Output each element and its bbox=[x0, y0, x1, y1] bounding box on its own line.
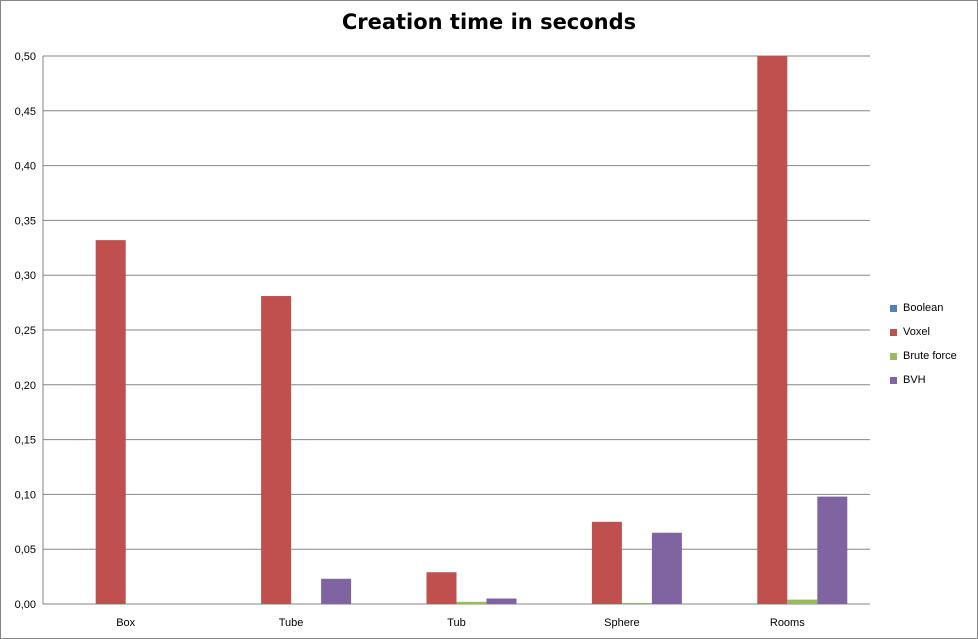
legend-label: Boolean bbox=[903, 302, 944, 314]
x-category-label: Sphere bbox=[604, 617, 639, 629]
y-tick-label: 0,30 bbox=[15, 270, 36, 282]
legend-label: BVH bbox=[903, 374, 926, 386]
y-tick-label: 0,20 bbox=[15, 380, 36, 392]
legend: Boolean Voxel Brute force BVH bbox=[890, 296, 957, 392]
y-tick-label: 0,50 bbox=[15, 51, 36, 63]
bar-bvh bbox=[651, 532, 682, 604]
legend-swatch bbox=[890, 304, 897, 312]
bar-brute-force bbox=[456, 601, 487, 604]
legend-item: BVH bbox=[890, 368, 957, 392]
y-tick-label: 0,35 bbox=[15, 215, 36, 227]
legend-label: Voxel bbox=[903, 326, 930, 338]
bar-voxel bbox=[261, 296, 292, 604]
bar-bvh bbox=[486, 598, 517, 604]
bars bbox=[95, 56, 848, 605]
bar-voxel bbox=[426, 572, 457, 604]
y-tick-label: 0,00 bbox=[15, 599, 36, 611]
x-category-label: Tube bbox=[279, 617, 304, 629]
y-tick-label: 0,15 bbox=[15, 435, 36, 447]
legend-swatch bbox=[890, 376, 897, 384]
bar-brute-force bbox=[787, 599, 818, 604]
legend-item: Boolean bbox=[890, 296, 957, 320]
bar-voxel bbox=[95, 240, 126, 605]
y-axis-ticks: 0,00 0,05 0,10 0,15 0,20 0,25 0,30 0,35 0,40 0,45… bbox=[15, 51, 36, 611]
y-tick-label: 0,25 bbox=[15, 325, 36, 337]
legend-item: Brute force bbox=[890, 344, 957, 368]
bar-bvh bbox=[321, 578, 352, 604]
y-tick-label: 0,45 bbox=[15, 106, 36, 118]
x-category-label: Box bbox=[116, 617, 135, 629]
bar-voxel bbox=[757, 56, 788, 604]
x-axis-categories: Box Tube Tub Sphere Rooms bbox=[116, 617, 805, 629]
bar-voxel bbox=[591, 521, 622, 604]
chart-title: Creation time in seconds bbox=[341, 10, 637, 34]
legend-label: Brute force bbox=[903, 350, 957, 362]
y-tick-label: 0,40 bbox=[15, 161, 36, 173]
bar-bvh bbox=[817, 496, 848, 604]
y-tick-label: 0,05 bbox=[15, 544, 36, 556]
legend-swatch bbox=[890, 328, 897, 336]
legend-swatch bbox=[890, 352, 897, 360]
x-category-label: Tub bbox=[447, 617, 466, 629]
x-category-label: Rooms bbox=[770, 617, 805, 629]
legend-item: Voxel bbox=[890, 320, 957, 344]
bar-brute-force bbox=[621, 602, 652, 604]
y-tick-label: 0,10 bbox=[15, 489, 36, 501]
gridlines bbox=[42, 55, 870, 605]
